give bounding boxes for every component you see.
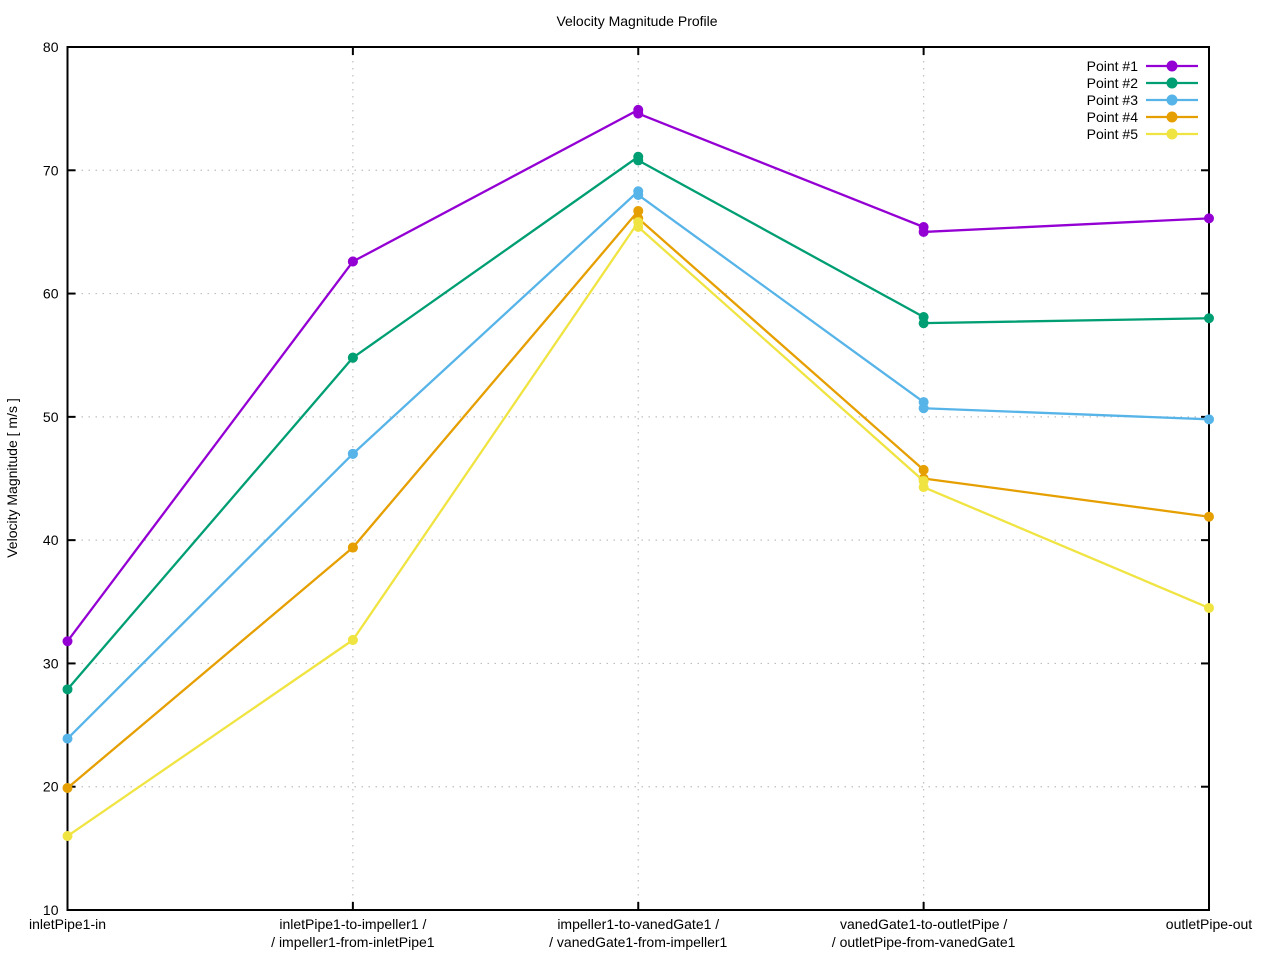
y-tick-label-50: 50	[43, 409, 59, 425]
data-point-point-5-6	[918, 482, 929, 493]
legend-marker-point-5	[1166, 128, 1178, 140]
data-point-point-5-7	[1204, 602, 1214, 613]
y-tick-label-60: 60	[43, 286, 59, 302]
data-point-point-2-2	[347, 352, 358, 363]
data-point-point-3-6	[918, 403, 929, 414]
data-point-point-1-0	[62, 636, 73, 647]
x-tick-label-0: inletPipe1-in	[29, 916, 106, 932]
legend-label-point-1: Point #1	[1087, 58, 1139, 74]
series-markers-point-3	[62, 186, 1214, 744]
legend-entry-point-4: Point #4	[1087, 109, 1198, 125]
x-tick-label-1-line2: / impeller1-from-inletPipe1	[271, 934, 435, 950]
x-tick-label-2-line2: / vanedGate1-from-impeller1	[549, 934, 727, 950]
data-point-point-3-4	[633, 189, 644, 200]
y-tick-label-10: 10	[43, 902, 59, 918]
series-layer	[62, 104, 1214, 842]
y-tick-label-40: 40	[43, 532, 59, 548]
data-point-point-3-2	[347, 448, 358, 459]
y-tick-label-70: 70	[43, 162, 59, 178]
x-tick-label-3-line1: vanedGate1-to-outletPipe /	[840, 916, 1007, 932]
data-point-point-2-7	[1204, 313, 1214, 324]
data-point-point-1-4	[633, 108, 644, 119]
data-point-point-5-4	[633, 221, 644, 232]
data-point-point-5-2	[347, 635, 358, 646]
legend-entry-point-2: Point #2	[1087, 75, 1198, 91]
data-point-point-3-0	[62, 733, 73, 744]
x-tick-label-2-line1: impeller1-to-vanedGate1 /	[557, 916, 719, 932]
data-point-point-4-7	[1204, 511, 1214, 522]
legend-entry-point-3: Point #3	[1087, 92, 1198, 108]
data-point-point-4-5	[918, 464, 929, 475]
legend-label-point-5: Point #5	[1087, 126, 1139, 142]
data-point-point-2-6	[918, 318, 929, 329]
y-tick-label-30: 30	[43, 655, 59, 671]
y-tick-label-80: 80	[43, 39, 59, 55]
data-point-point-2-4	[633, 155, 644, 166]
y-tick-label-20: 20	[43, 779, 59, 795]
data-point-point-1-7	[1204, 213, 1214, 224]
data-point-point-1-2	[347, 256, 358, 267]
data-point-point-3-7	[1204, 414, 1214, 425]
legend-entry-point-1: Point #1	[1087, 58, 1198, 74]
legend-marker-point-1	[1166, 60, 1178, 72]
legend-marker-point-2	[1166, 77, 1178, 89]
series-line-point-4	[66, 209, 1211, 790]
data-point-point-4-3	[633, 205, 644, 216]
legend-entry-point-5: Point #5	[1087, 126, 1198, 142]
tick-label-layer: 10 20 30 40 50 60 70 80 inletPipe1-in inletPipe1-…	[29, 39, 1252, 950]
legend-marker-point-4	[1166, 111, 1178, 123]
x-tick-label-1-line1: inletPipe1-to-impeller1 /	[279, 916, 426, 932]
chart-title: Velocity Magnitude Profile	[556, 13, 717, 29]
grid-layer	[67, 47, 1209, 910]
plot-frame	[66, 46, 1210, 911]
series-markers-point-5	[62, 217, 1214, 842]
data-point-point-4-2	[347, 542, 358, 553]
x-tick-label-4: outletPipe-out	[1166, 916, 1253, 932]
data-point-point-2-0	[62, 684, 73, 695]
legend-label-point-4: Point #4	[1087, 109, 1139, 125]
legend-label-point-3: Point #3	[1087, 92, 1139, 108]
series-markers-point-2	[62, 151, 1214, 695]
y-axis-label: Velocity Magnitude [ m/s ]	[4, 398, 20, 558]
data-point-point-5-0	[62, 831, 73, 842]
data-point-point-4-0	[62, 782, 73, 793]
series-markers-point-1	[62, 104, 1214, 647]
legend-marker-point-3	[1166, 94, 1178, 106]
plot-border	[66, 46, 1210, 911]
legend-label-point-2: Point #2	[1087, 75, 1139, 91]
x-tick-label-3-line2: / outletPipe-from-vanedGate1	[832, 934, 1016, 950]
data-point-point-1-6	[918, 226, 929, 237]
